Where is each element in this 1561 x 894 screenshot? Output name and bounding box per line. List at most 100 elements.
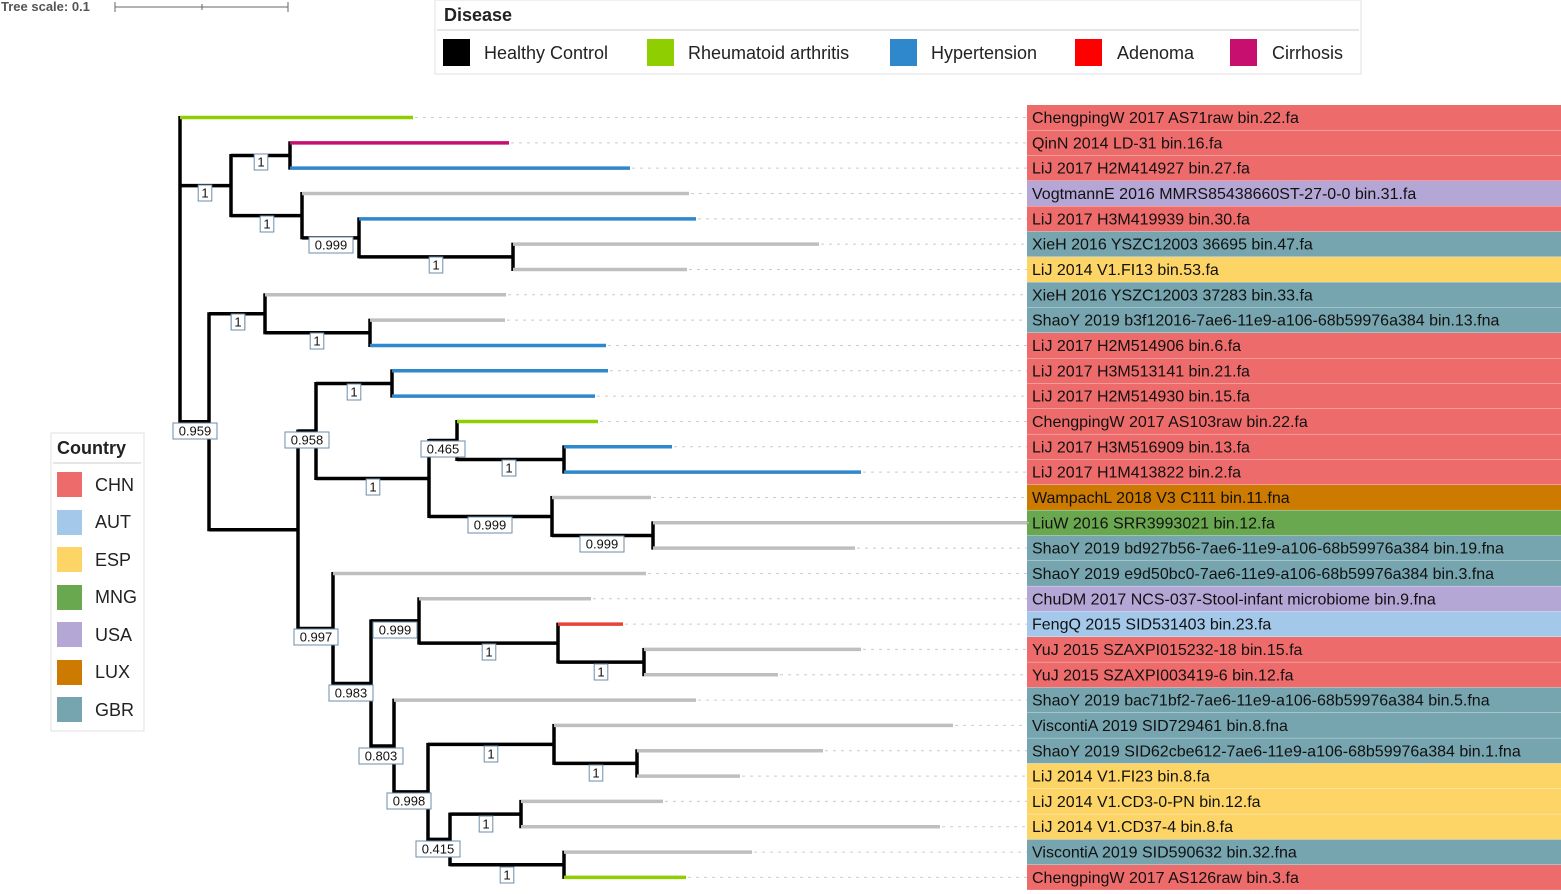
leaf-row-l11: LiJ 2017 H3M513141 bin.21.fa (610, 358, 1561, 384)
leaf-label: LiuW 2016 SRR3993021 bin.12.fa (1032, 515, 1275, 532)
support-text: 1 (592, 766, 599, 781)
support-values: 1 1 0.999 1 1 1 1 1 1 1 0.999 0.999 0.465 1 1 1 0.999 1 1 1… (172, 153, 625, 884)
leaf-row-l10: LiJ 2017 H2M514906 bin.6.fa (608, 332, 1561, 358)
support-text: 0.999 (586, 537, 619, 552)
support-box (308, 236, 354, 254)
support-box (293, 628, 339, 646)
leaf-country-band (1027, 459, 1561, 485)
leaf-row-l29: LiJ 2014 V1.CD37-4 bin.8.fa (942, 814, 1561, 840)
leaf-row-l27: LiJ 2014 V1.FI23 bin.8.fa (742, 763, 1561, 789)
support-text: 0.415 (422, 842, 455, 857)
support-box (172, 422, 218, 440)
leaf-country-band (1027, 636, 1561, 662)
support-value-no: 0.999 (467, 516, 513, 534)
support-value-nx: 1 (588, 764, 604, 782)
country-legend-item-usa: USA (57, 622, 132, 647)
leaf-row-l3: LiJ 2017 H2M414927 bin.27.fa (632, 155, 1561, 181)
support-value-nq: 0.983 (328, 684, 374, 702)
support-text: 1 (487, 747, 494, 762)
support-value-na: 1 (197, 184, 213, 202)
leaf-country-band (1027, 839, 1561, 865)
support-text: 1 (257, 155, 264, 170)
disease-swatch-healthy-control (443, 39, 470, 66)
support-value-no2: 0.999 (579, 535, 625, 553)
leaf-country-band (1027, 155, 1561, 181)
country-legend-title: Country (57, 438, 126, 458)
leaf-row-l8: XieH 2016 YSZC12003 37283 bin.33.fa (508, 282, 1561, 308)
leaf-country-band (1027, 307, 1561, 333)
support-text: 1 (234, 315, 241, 330)
support-box (346, 383, 362, 401)
support-text: 0.998 (393, 794, 426, 809)
leaf-row-l22: YuJ 2015 SZAXPI015232-18 bin.15.fa (863, 636, 1561, 662)
leaf-label: YuJ 2015 SZAXPI003419-6 bin.12.fa (1032, 667, 1294, 684)
support-box (253, 153, 269, 171)
leaf-label: LiJ 2017 H2M514930 bin.15.fa (1032, 389, 1250, 406)
disease-swatch-rheumatoid-arthritis (647, 39, 674, 66)
support-text: 0.997 (300, 630, 333, 645)
tree-branches (178, 115, 1027, 880)
leaf-label: LiJ 2017 H1M413822 bin.2.fa (1032, 465, 1241, 482)
leaf-country-band (1027, 105, 1561, 130)
leaf-label: ViscontiA 2019 SID590632 bin.32.fna (1032, 845, 1297, 862)
leaf-row-l31: ChengpingW 2017 AS126raw bin.3.fa (688, 864, 1561, 890)
country-swatch-gbr (57, 697, 82, 722)
disease-label-rheumatoid-arthritis: Rheumatoid arthritis (688, 43, 849, 63)
support-value-ns: 1 (481, 643, 497, 661)
leaf-country-band (1027, 814, 1561, 840)
support-box (467, 516, 513, 534)
support-text: 1 (503, 868, 510, 883)
leaf-row-l19: ShaoY 2019 e9d50bc0-7ae6-11e9-a106-68b59… (648, 560, 1561, 586)
country-swatch-usa (57, 622, 82, 647)
support-box (284, 431, 330, 449)
leaf-label-bands: ChengpingW 2017 AS71raw bin.22.fa QinN 20… (415, 105, 1561, 890)
support-box (358, 747, 404, 765)
country-label-chn: CHN (95, 475, 134, 495)
support-value-nl: 0.465 (420, 440, 466, 458)
leaf-row-l14: LiJ 2017 H3M516909 bin.13.fa (674, 434, 1561, 460)
disease-swatch-cirrhosis (1230, 39, 1257, 66)
leaf-row-l15: LiJ 2017 H1M413822 bin.2.fa (863, 459, 1561, 485)
support-text: 1 (369, 480, 376, 495)
support-text: 0.999 (315, 238, 348, 253)
support-text: 0.958 (291, 433, 324, 448)
country-legend-item-lux: LUX (57, 660, 130, 685)
leaf-label: VogtmannE 2016 MMRS85438660ST-27-0-0 bin… (1032, 186, 1416, 203)
leaf-label: LiJ 2017 H2M514906 bin.6.fa (1032, 338, 1241, 355)
leaf-row-l30: ViscontiA 2019 SID590632 bin.32.fna (754, 839, 1561, 865)
leaf-country-band (1027, 130, 1561, 156)
country-swatch-mng (57, 585, 82, 610)
leaf-country-band (1027, 611, 1561, 637)
support-box (501, 459, 517, 477)
leaf-row-l12: LiJ 2017 H2M514930 bin.15.fa (597, 383, 1561, 409)
disease-legend-item-rheumatoid-arthritis: Rheumatoid arthritis (647, 39, 849, 66)
leaf-country-band (1027, 383, 1561, 409)
leaf-row-l13: ChengpingW 2017 AS103raw bin.22.fa (600, 408, 1561, 434)
disease-label-healthy-control: Healthy Control (484, 43, 608, 63)
leaf-label: YuJ 2015 SZAXPI015232-18 bin.15.fa (1032, 642, 1303, 659)
leaf-country-band (1027, 712, 1561, 738)
support-value-nt: 1 (593, 663, 609, 681)
support-value-nm: 1 (501, 459, 517, 477)
leaf-country-band (1027, 687, 1561, 713)
leaf-label: LiJ 2017 H3M419939 bin.30.fa (1032, 211, 1250, 228)
leaf-label: ChengpingW 2017 AS71raw bin.22.fa (1032, 110, 1299, 127)
support-text: 0.999 (379, 623, 412, 638)
leaf-label: ViscontiA 2019 SID729461 bin.8.fna (1032, 718, 1288, 735)
support-text: 1 (432, 258, 439, 273)
support-value-ni: 0.958 (284, 431, 330, 449)
country-label-esp: ESP (95, 550, 131, 570)
leaf-country-band (1027, 662, 1561, 688)
leaf-row-l23: YuJ 2015 SZAXPI003419-6 bin.12.fa (780, 662, 1561, 688)
country-label-usa: USA (95, 625, 132, 645)
leaf-label: ShaoY 2019 bac71bf2-7ae6-11e9-a106-68b59… (1032, 693, 1490, 710)
leaf-row-l26: ShaoY 2019 SID62cbe612-7ae6-11e9-a106-68… (825, 738, 1561, 764)
support-text: 1 (597, 665, 604, 680)
leaf-label: LiJ 2014 V1.FI13 bin.53.fa (1032, 262, 1219, 279)
country-legend: Country CHN AUT ESP MNG USA LUX GBR (50, 432, 145, 732)
support-value-n-root: 0.959 (172, 422, 218, 440)
support-box (309, 332, 325, 350)
leaf-label: WampachL 2018 V3 C111 bin.11.fna (1032, 490, 1290, 507)
country-legend-item-gbr: GBR (57, 697, 134, 722)
leaf-label: ChengpingW 2017 AS103raw bin.22.fa (1032, 414, 1308, 431)
